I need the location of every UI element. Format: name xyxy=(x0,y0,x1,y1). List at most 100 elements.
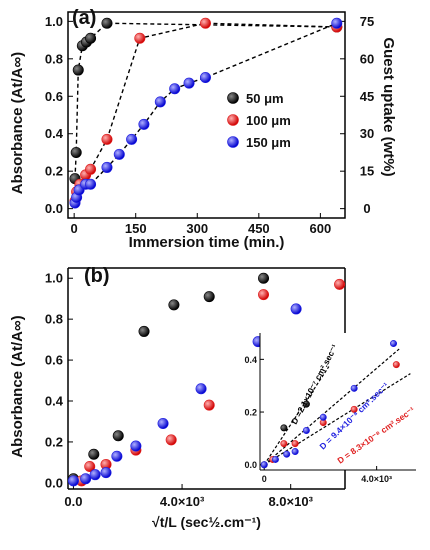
legend-marker xyxy=(227,92,239,104)
x-tick-label: 300 xyxy=(186,221,208,236)
data-point xyxy=(111,450,123,462)
series-line xyxy=(74,22,338,204)
data-point xyxy=(138,325,150,337)
y-tick-label: 1.0 xyxy=(45,271,63,286)
y-axis-title: Absorbance (At/A∞) xyxy=(9,315,26,457)
data-point xyxy=(203,291,215,303)
inset-data-point xyxy=(283,450,291,458)
y-tick-label: 0.4 xyxy=(45,394,64,409)
data-point xyxy=(70,146,82,158)
data-point xyxy=(157,418,169,430)
panel-label: (b) xyxy=(84,265,110,287)
legend-label: 150 μm xyxy=(246,135,291,150)
panel-label: (a) xyxy=(72,7,96,29)
y-tick-label: 0.0 xyxy=(45,475,63,490)
y-axis-title: Absorbance (At/A∞) xyxy=(9,52,26,194)
data-point xyxy=(89,469,101,481)
x-tick-label: 0 xyxy=(71,221,78,236)
x-tick-label: 8.0×10³ xyxy=(268,494,313,509)
y-tick-label: 0.8 xyxy=(45,51,63,66)
data-point xyxy=(80,473,92,485)
inset-data-point xyxy=(390,340,398,348)
data-point xyxy=(113,148,125,160)
data-point xyxy=(85,163,97,175)
x-tick-label: 0.0 xyxy=(64,494,82,509)
fit-line xyxy=(263,366,330,466)
data-point xyxy=(72,64,84,76)
data-point xyxy=(165,434,177,446)
panel-b: 0.0 4.0×10³ 8.0×10³ 0.0 0.2 0.4 0.6 0.8 1.0 (b) √t… xyxy=(9,265,346,530)
data-point xyxy=(183,77,195,89)
data-point xyxy=(100,467,112,479)
right-y-tick-label: 60 xyxy=(360,51,374,66)
inset-data-point xyxy=(271,455,279,463)
right-y-tick-label: 75 xyxy=(360,14,374,29)
data-point xyxy=(168,299,180,311)
inset-y-tick-label: 0.4 xyxy=(244,355,257,365)
inset-data-point xyxy=(350,405,358,413)
data-point xyxy=(199,17,211,29)
panel-a: 0 150 300 450 600 0.0 0.2 0.4 0.6 0.8 1.0 0 15 30 45 60… xyxy=(9,7,397,251)
data-point xyxy=(154,96,166,108)
y-tick-label: 0.4 xyxy=(45,126,64,141)
y-tick-label: 0.8 xyxy=(45,312,63,327)
data-point xyxy=(101,17,113,29)
inset-data-point xyxy=(291,448,299,456)
y-tick-label: 0.2 xyxy=(45,164,63,179)
right-y-tick-label: 15 xyxy=(360,164,374,179)
series-line xyxy=(74,22,337,202)
inset-data-point xyxy=(392,361,400,369)
y-tick-label: 0.6 xyxy=(45,353,63,368)
inset-data-point xyxy=(302,426,310,434)
inset-data-point xyxy=(302,400,310,408)
data-point xyxy=(169,83,181,95)
legend-marker xyxy=(227,114,239,126)
right-y-tick-label: 0 xyxy=(363,201,370,216)
data-point xyxy=(199,72,211,84)
y-tick-label: 0.0 xyxy=(45,201,63,216)
data-point xyxy=(126,133,138,145)
x-tick-label: 600 xyxy=(310,221,332,236)
data-point xyxy=(258,289,270,301)
plot-frame xyxy=(67,11,346,219)
inset-data-point xyxy=(319,413,327,421)
data-point xyxy=(195,383,207,395)
data-point xyxy=(101,161,113,173)
inset-x-tick-label: 0 xyxy=(262,474,267,484)
right-y-tick-label: 30 xyxy=(360,126,374,141)
legend-label: 100 μm xyxy=(246,113,291,128)
legend-label: 50 μm xyxy=(246,91,284,106)
inset-y-tick-label: 0.2 xyxy=(244,408,257,418)
data-point xyxy=(85,178,97,190)
data-point xyxy=(203,399,215,411)
y-tick-label: 1.0 xyxy=(45,14,63,29)
x-tick-label: 450 xyxy=(248,221,270,236)
legend-marker xyxy=(227,136,239,148)
x-axis-title: Immersion time (min.) xyxy=(129,234,285,251)
right-y-axis-title: Guest uptake (wt%) xyxy=(380,37,397,176)
inset-data-point xyxy=(260,461,268,469)
inset-x-tick-label: 4.0×10³ xyxy=(361,474,392,484)
x-axis-title: √t/L (sec½.cm⁻¹) xyxy=(152,514,261,530)
data-point xyxy=(85,32,97,44)
data-point xyxy=(84,460,96,472)
fit-line xyxy=(263,373,411,466)
data-point xyxy=(138,118,150,130)
y-tick-label: 0.2 xyxy=(45,434,63,449)
right-y-tick-label: 45 xyxy=(360,89,374,104)
x-tick-label: 150 xyxy=(125,221,147,236)
y-tick-label: 0.6 xyxy=(45,89,63,104)
inset-data-point xyxy=(280,440,288,448)
data-point xyxy=(258,272,270,284)
data-point xyxy=(290,303,302,315)
inset-data-point xyxy=(280,424,288,432)
data-point xyxy=(101,133,113,145)
data-point xyxy=(331,17,343,29)
data-point xyxy=(134,32,146,44)
inset-data-point xyxy=(350,384,358,392)
inset-y-tick-label: 0.0 xyxy=(244,460,257,470)
data-point xyxy=(130,440,142,452)
x-tick-label: 4.0×10³ xyxy=(160,494,205,509)
